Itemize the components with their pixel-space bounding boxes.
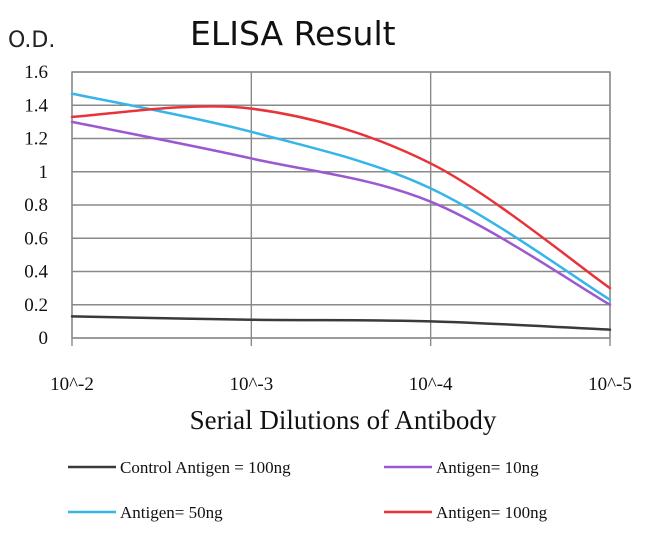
series-lines xyxy=(70,92,612,331)
plot-area-frame xyxy=(71,71,611,339)
y-tick-label: 0.6 xyxy=(24,228,48,249)
x-tick-label: 10^-4 xyxy=(409,374,453,395)
y-tick-label: 0.2 xyxy=(24,295,48,316)
series-line-0 xyxy=(70,315,612,331)
y-tick-label: 1.6 xyxy=(24,62,48,83)
x-ticks: 10^-2 10^-3 10^-4 10^-5 xyxy=(50,374,632,395)
x-tick-label: 10^-2 xyxy=(50,374,94,395)
y-tick-label: 0.8 xyxy=(24,195,48,216)
y-ticks: 0 0.2 0.4 0.6 0.8 1 1.2 1.4 1.6 xyxy=(24,62,48,349)
x-tick-label: 10^-5 xyxy=(588,374,632,395)
y-tick-label: 1.2 xyxy=(24,129,48,150)
y-tick-label: 1.4 xyxy=(24,95,48,116)
chart-title: ELISA Result xyxy=(190,14,396,53)
legend-label: Antigen= 10ng xyxy=(436,458,539,477)
y-tick-label: 0.4 xyxy=(24,262,48,283)
legend-label: Antigen= 50ng xyxy=(120,503,223,522)
series-line-1 xyxy=(70,120,612,306)
legend-label: Control Antigen = 100ng xyxy=(120,458,291,477)
grid xyxy=(71,71,611,346)
x-axis-label: Serial Dilutions of Antibody xyxy=(190,405,497,435)
series-line-2 xyxy=(70,92,612,302)
y-tick-label: 1 xyxy=(39,162,49,183)
x-tick-label: 10^-3 xyxy=(229,374,273,395)
series-line-3 xyxy=(70,105,612,290)
y-axis-label: O.D. xyxy=(8,28,55,53)
y-tick-label: 0 xyxy=(39,328,49,349)
legend-label: Antigen= 100ng xyxy=(436,503,548,522)
legend: Control Antigen = 100ng Antigen= 10ng Anti… xyxy=(68,458,548,522)
